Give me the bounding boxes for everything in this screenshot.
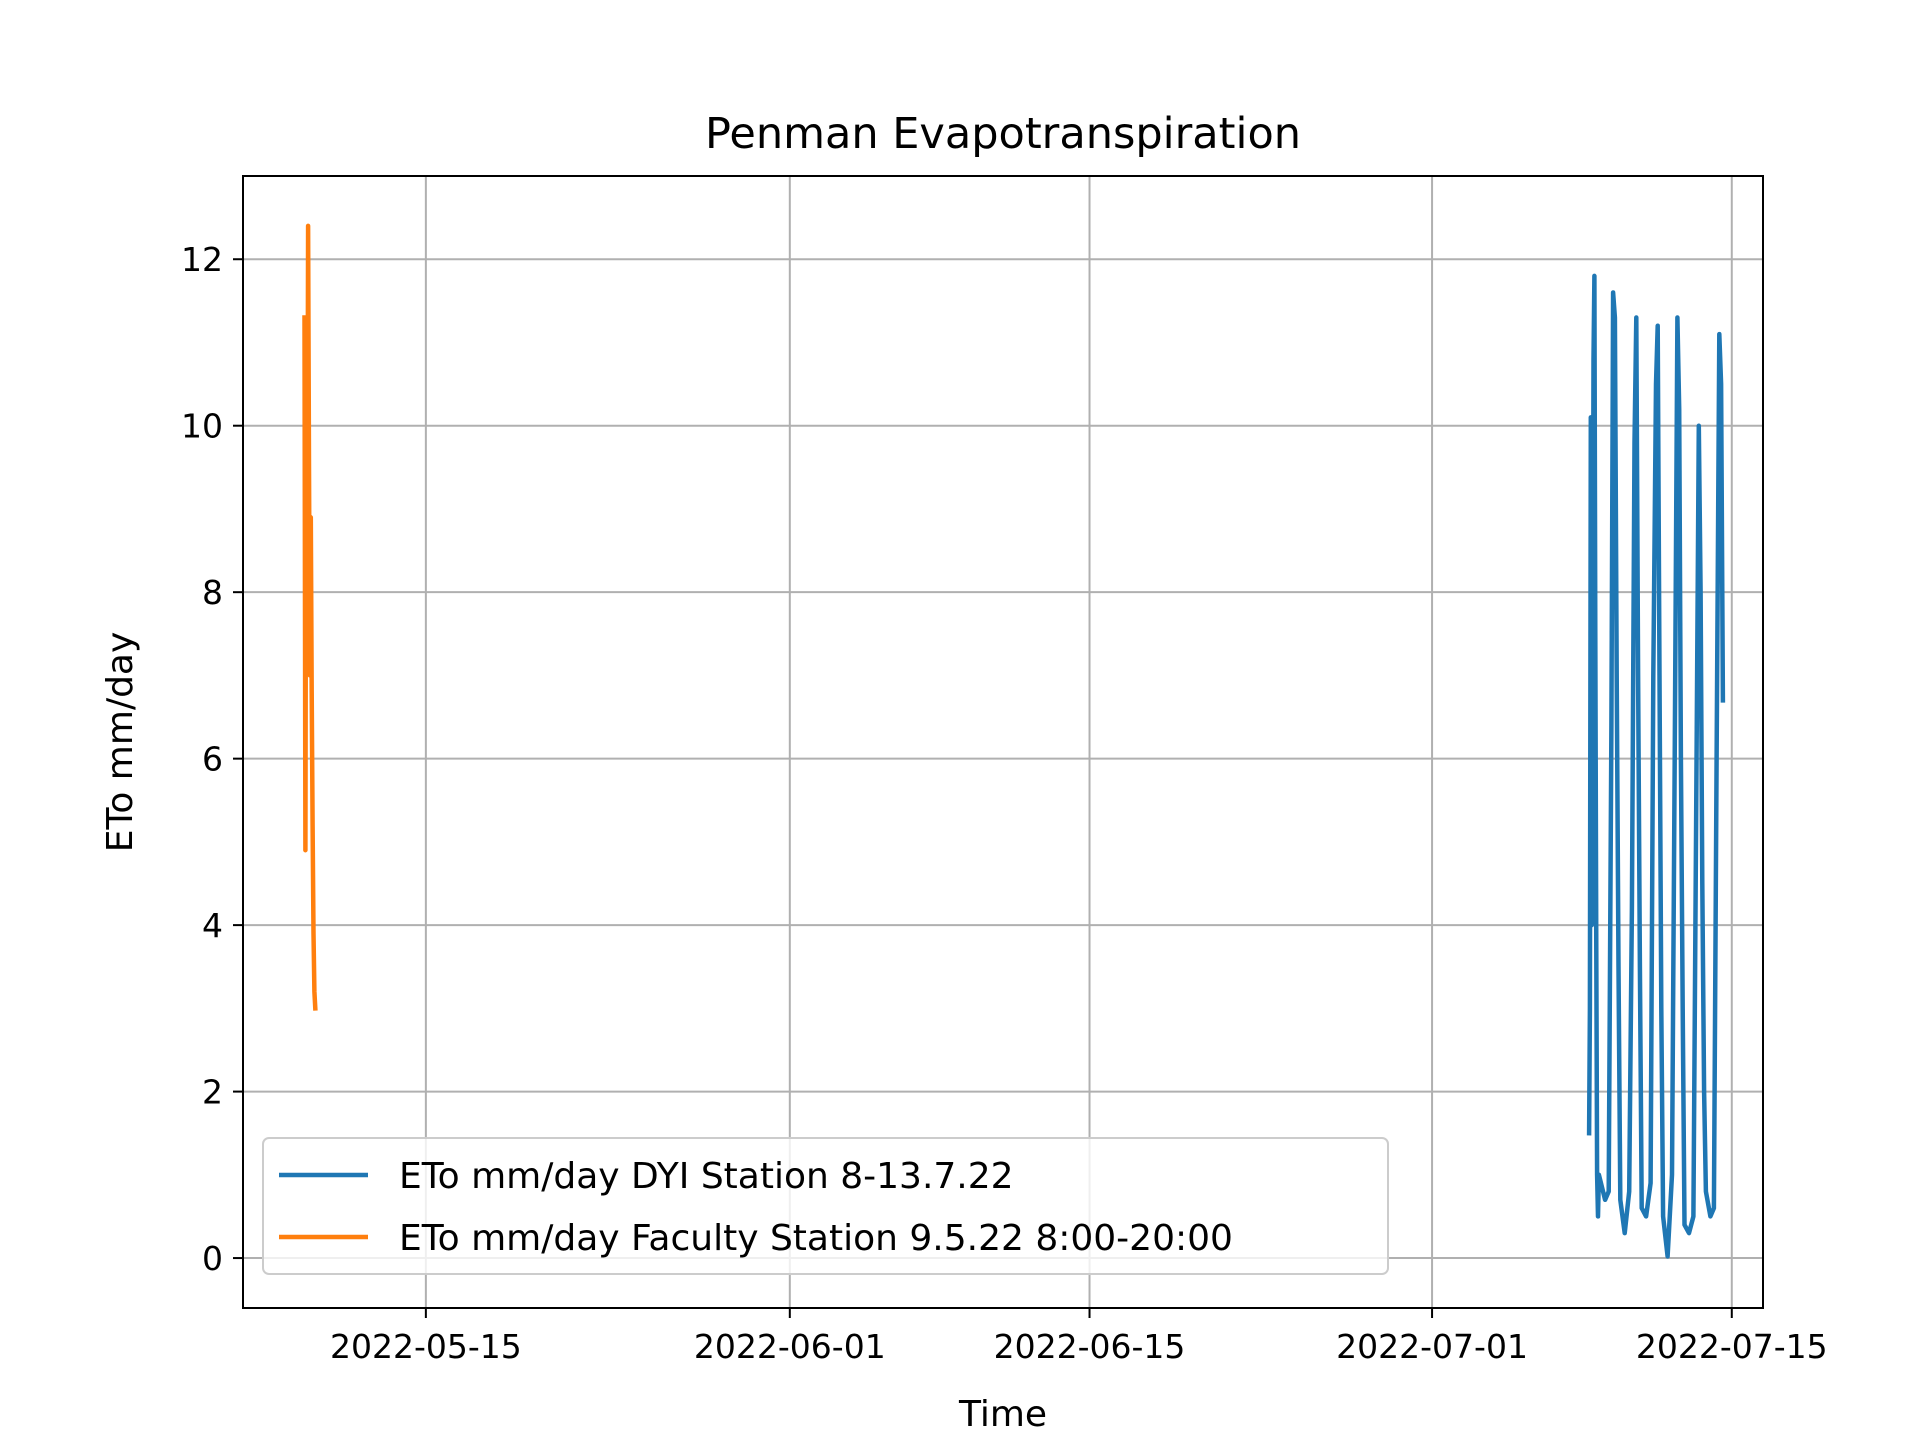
series-line-2 [302,223,318,1011]
plot-frame [242,175,1764,1309]
y-tick-label: 12 [181,240,223,279]
legend: ETo mm/day DYI Station 8-13.7.22 ETo mm/d… [262,1137,1389,1275]
x-tick-label: 2022-07-01 [1336,1327,1528,1366]
y-tick: 2 [202,1073,243,1112]
y-tick: 0 [202,1239,243,1278]
legend-label: ETo mm/day Faculty Station 9.5.22 8:00-2… [399,1218,1233,1259]
y-tick: 12 [181,240,243,279]
y-tick-label: 0 [202,1239,223,1278]
x-tick: 2022-06-15 [994,1308,1186,1366]
legend-item: ETo mm/day DYI Station 8-13.7.22 [279,1156,1014,1197]
grid-lines [243,176,1763,1308]
legend-label: ETo mm/day DYI Station 8-13.7.22 [399,1156,1014,1197]
x-tick-label: 2022-06-01 [694,1327,886,1366]
x-tick: 2022-05-15 [330,1308,522,1366]
x-tick: 2022-07-01 [1336,1308,1528,1366]
y-axis-label: ETo mm/day [100,632,141,853]
y-tick-label: 10 [181,407,223,446]
chart-title: Penman Evapotranspiration [705,109,1301,159]
axis-ticks: 2022-05-15 2022-06-01 2022-06-15 2022-07-01… [181,240,1828,1366]
y-tick: 10 [181,407,243,446]
x-tick-label: 2022-07-15 [1636,1327,1828,1366]
legend-box [262,1137,1389,1275]
y-tick-label: 4 [202,906,223,945]
x-tick: 2022-06-01 [694,1308,886,1366]
y-tick: 8 [202,573,243,612]
x-tick-label: 2022-05-15 [330,1327,522,1366]
series-lines [302,223,1726,1259]
x-tick: 2022-07-15 [1636,1308,1828,1366]
x-axis-label: Time [958,1394,1047,1435]
y-tick-label: 2 [202,1073,223,1112]
y-tick-label: 8 [202,573,223,612]
y-tick: 6 [202,740,243,779]
y-tick: 4 [202,906,243,945]
y-tick-label: 6 [202,740,223,779]
series-line-1 [1586,273,1726,1259]
x-tick-label: 2022-06-15 [994,1327,1186,1366]
legend-item: ETo mm/day Faculty Station 9.5.22 8:00-2… [279,1218,1233,1259]
